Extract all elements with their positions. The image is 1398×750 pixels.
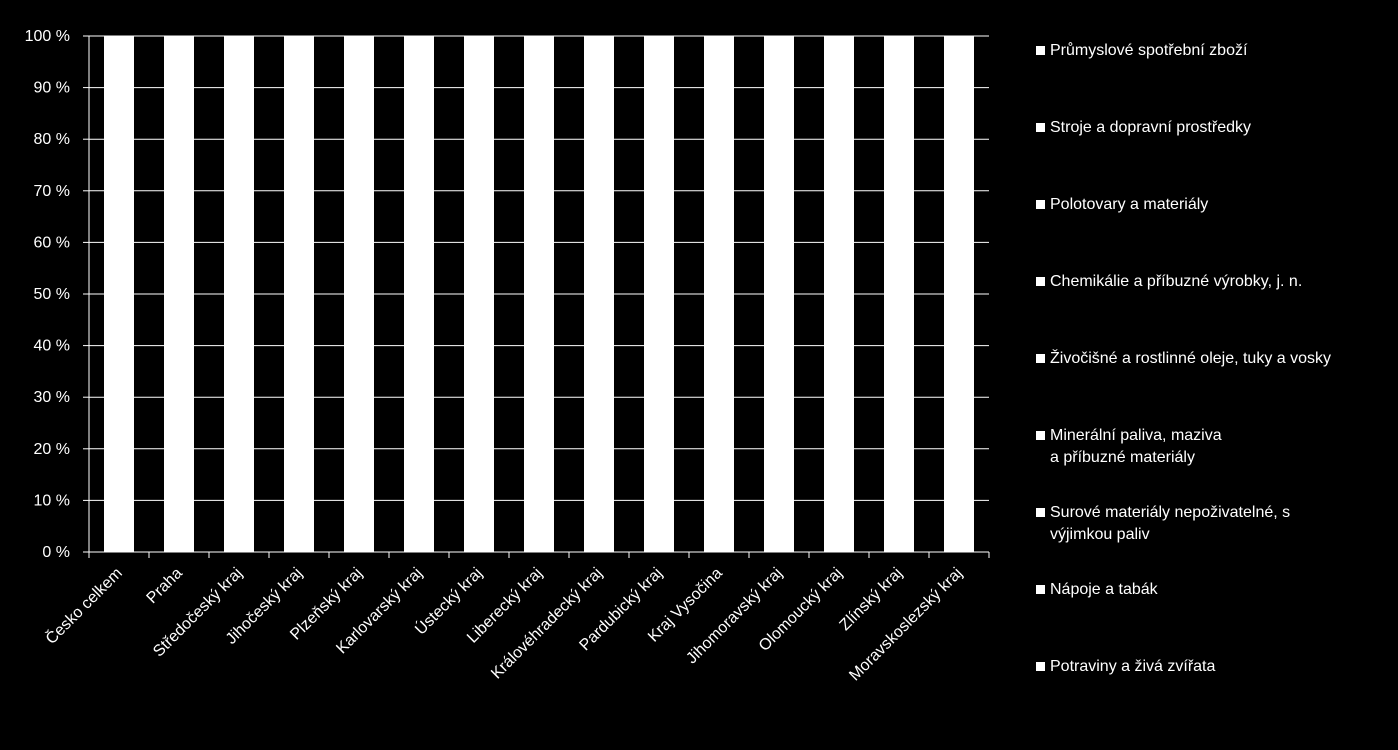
legend-item: Živočišné a rostlinné oleje, tuky a vosk… [1036, 348, 1331, 370]
bar [404, 36, 434, 552]
legend-swatch [1036, 354, 1045, 363]
legend-item: Polotovary a materiály [1036, 194, 1208, 216]
bar [104, 36, 134, 552]
y-tick-label: 60 % [34, 234, 70, 251]
x-tick-label: Moravskoslezský kraj [846, 565, 966, 685]
legend-swatch [1036, 123, 1045, 132]
legend-swatch [1036, 277, 1045, 286]
bar [224, 36, 254, 552]
x-tick-label: Česko celkem [41, 563, 125, 647]
y-tick-label: 0 % [42, 544, 70, 561]
y-tick-label: 20 % [34, 441, 70, 458]
y-tick-label: 30 % [34, 389, 70, 406]
bar [344, 36, 374, 552]
legend-label: Nápoje a tabák [1050, 581, 1158, 598]
bar [284, 36, 314, 552]
y-tick-label: 90 % [34, 80, 70, 97]
y-tick-label: 70 % [34, 183, 70, 200]
legend-label: Stroje a dopravní prostředky [1050, 119, 1251, 136]
legend-item: Potraviny a živá zvířata [1036, 656, 1215, 678]
bar [524, 36, 554, 552]
legend-swatch [1036, 431, 1045, 440]
legend-item: Chemikálie a příbuzné výrobky, j. n. [1036, 271, 1302, 293]
legend-label: Potraviny a živá zvířata [1050, 658, 1216, 675]
y-tick-label: 100 % [25, 28, 70, 45]
bar [704, 36, 734, 552]
bar [584, 36, 614, 552]
legend-label: Polotovary a materiály [1050, 196, 1209, 213]
bar [884, 36, 914, 552]
legend-label: Chemikálie a příbuzné výrobky, j. n. [1050, 273, 1303, 290]
legend-item: Surové materiály nepoživatelné, s výjimk… [1036, 502, 1290, 546]
legend-swatch [1036, 585, 1045, 594]
bar [644, 36, 674, 552]
legend-swatch [1036, 46, 1045, 55]
bar [764, 36, 794, 552]
y-tick-label: 80 % [34, 131, 70, 148]
y-tick-label: 50 % [34, 286, 70, 303]
legend-item: Nápoje a tabák [1036, 579, 1158, 601]
x-tick-label: Královéhradecký kraj [488, 565, 606, 683]
legend-label: Surové materiály nepoživatelné, s výjimk… [1050, 504, 1291, 543]
bar [824, 36, 854, 552]
y-tick-label: 10 % [34, 492, 70, 509]
legend-item: Průmyslové spotřební zboží [1036, 40, 1247, 62]
y-tick-label: 40 % [34, 338, 70, 355]
bar [944, 36, 974, 552]
legend-swatch [1036, 508, 1045, 517]
legend-label: Průmyslové spotřební zboží [1050, 42, 1248, 59]
legend-item: Minerální paliva, maziva a příbuzné mate… [1036, 425, 1222, 469]
x-tick-label: Praha [144, 565, 186, 607]
legend-label: Živočišné a rostlinné oleje, tuky a vosk… [1050, 350, 1332, 367]
legend-swatch [1036, 200, 1045, 209]
legend-item: Stroje a dopravní prostředky [1036, 117, 1251, 139]
bar [164, 36, 194, 552]
legend-label: Minerální paliva, maziva a příbuzné mate… [1050, 427, 1222, 466]
legend-swatch [1036, 662, 1045, 671]
bar [464, 36, 494, 552]
